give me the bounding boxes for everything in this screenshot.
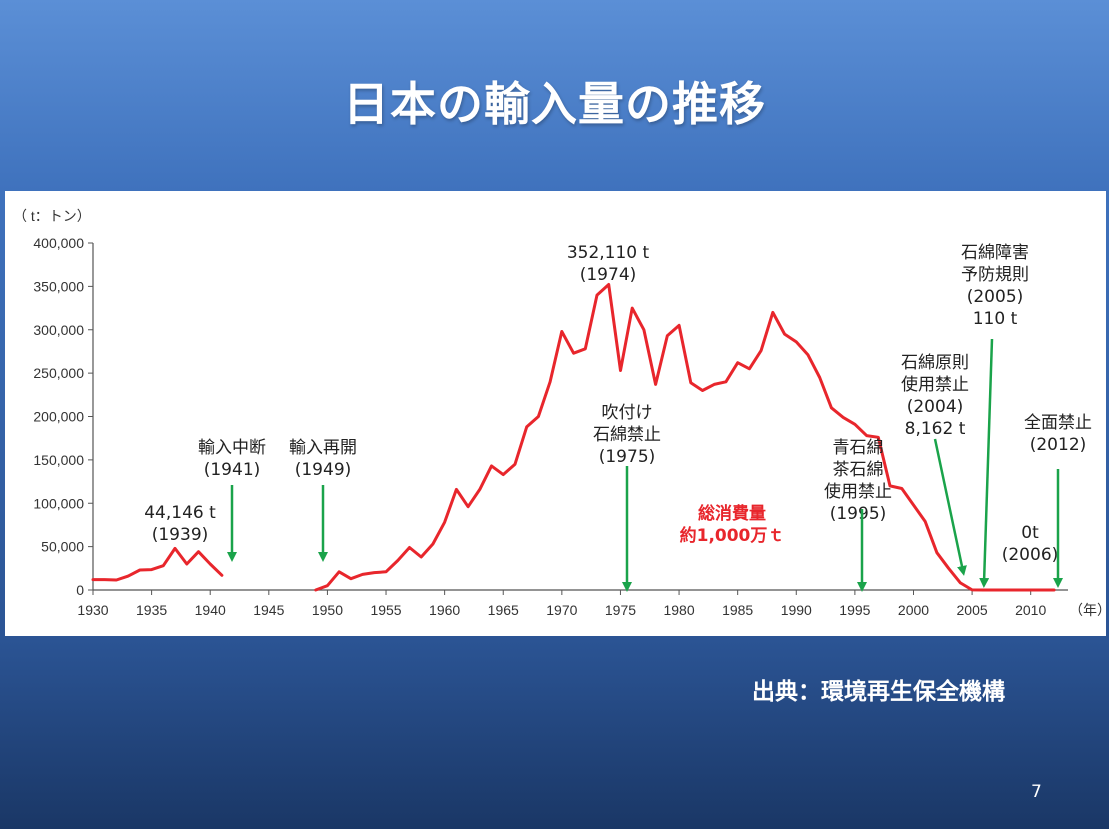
annotation-text: (1974) (580, 265, 637, 285)
y-tick-label: 350,000 (33, 278, 84, 294)
x-tick-label: 1995 (839, 602, 870, 618)
annotation-arrow (933, 438, 967, 576)
series-layer (91, 283, 1056, 592)
y-tick-label: 250,000 (33, 365, 84, 381)
chart-panel: 0 50,000 100,000 150,000 200,000 250,000 300,0… (5, 191, 1106, 636)
annotation-text: (2006) (1002, 545, 1059, 565)
annotation-text: (2004) (907, 397, 964, 417)
y-tick-label: 100,000 (33, 495, 84, 511)
x-tick-label: 1930 (77, 602, 108, 618)
annotation-0: 44,146 t(1939) (144, 503, 216, 545)
y-tick-label: 400,000 (33, 235, 84, 251)
x-tick-label: 1980 (663, 602, 694, 618)
annotation-3: 352,110 t(1974) (567, 243, 650, 285)
annotation-9: 0t(2006) (1002, 523, 1059, 565)
y-tick-label: 150,000 (33, 452, 84, 468)
annotation-text: 352,110 t (567, 243, 650, 263)
import-volume-chart: 0 50,000 100,000 150,000 200,000 250,000 300,0… (13, 208, 1106, 618)
annotation-text: (1949) (295, 460, 352, 480)
annotation-text: 石綿原則 (901, 353, 969, 373)
annotation-text: 全面禁止 (1024, 413, 1092, 433)
x-tick-label: 1940 (195, 602, 226, 618)
annotation-text: 使用禁止 (824, 481, 892, 502)
x-tick-label: 1985 (722, 602, 753, 618)
annotation-text: 石綿禁止 (593, 425, 661, 445)
y-unit-label: （ t：トン） (13, 208, 91, 224)
annotation-text: 総消費量 (698, 503, 766, 524)
x-tick-label: 1955 (370, 602, 401, 618)
import-volume-line (314, 283, 1056, 592)
x-tick-label: 1960 (429, 602, 460, 618)
x-tick-label: 2005 (957, 602, 988, 618)
annotation-text: 茶石綿 (833, 460, 884, 480)
annotation-text: (1941) (204, 460, 261, 480)
annotation-text: (2012) (1030, 435, 1087, 455)
y-tick-label: 0 (76, 582, 84, 598)
annotation-text: 8,162 t (905, 419, 966, 439)
annotation-text: (2005) (967, 287, 1024, 307)
x-tick-label: 2010 (1015, 602, 1046, 618)
annotation-text: 輸入中断 (198, 438, 266, 458)
y-tick-label: 50,000 (41, 539, 84, 555)
axes-layer: 0 50,000 100,000 150,000 200,000 250,000 300,0… (13, 208, 1106, 618)
source-credit: 出典：環境再生保全機構 (752, 679, 1005, 705)
x-unit-label: （年） (1069, 602, 1106, 618)
x-tick-label: 1975 (605, 602, 636, 618)
x-tick-label: 1990 (781, 602, 812, 618)
x-tick-label: 1965 (488, 602, 519, 618)
annotation-text: 0t (1021, 523, 1039, 543)
y-tick-label: 300,000 (33, 322, 84, 338)
annotation-text: 44,146 t (144, 503, 216, 523)
annotation-text: 110 t (973, 309, 1018, 329)
slide-title: 日本の輸入量の推移 (343, 77, 766, 131)
annotation-text: 吹付け (602, 403, 653, 423)
annotation-text: (1975) (599, 447, 656, 467)
annotation-text: (1995) (830, 504, 887, 524)
annotation-text: (1939) (152, 525, 209, 545)
y-tick-label: 200,000 (33, 409, 84, 425)
annotation-10: 全面禁止(2012) (1024, 413, 1092, 588)
x-tick-label: 1935 (136, 602, 167, 618)
annotation-2: 輸入再開(1949) (289, 438, 357, 562)
annotation-1: 輸入中断(1941) (198, 438, 266, 562)
page-number: 7 (1031, 782, 1042, 802)
annotation-text: 約1,000万ｔ (680, 525, 785, 546)
x-tick-label: 1950 (312, 602, 343, 618)
annotation-arrow (979, 338, 994, 588)
annotation-text: 使用禁止 (901, 374, 969, 395)
annotation-text: 予防規則 (961, 265, 1029, 285)
import-volume-line (91, 546, 224, 582)
annotation-text: 青石綿 (833, 438, 884, 458)
x-tick-label: 1970 (546, 602, 577, 618)
annotation-text: 石綿障害 (961, 243, 1029, 263)
x-tick-label: 1945 (253, 602, 284, 618)
x-tick-label: 2000 (898, 602, 929, 618)
annotation-layer: 44,146 t(1939)輸入中断(1941)輸入再開(1949)352,11… (144, 243, 1092, 592)
annotation-text: 輸入再開 (289, 438, 357, 458)
